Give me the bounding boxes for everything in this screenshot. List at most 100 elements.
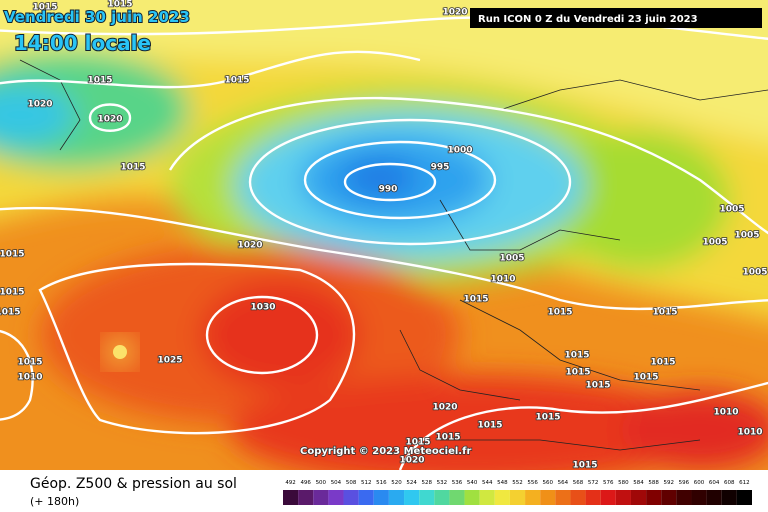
isobar-label: 1000 bbox=[447, 146, 472, 156]
scale-swatch bbox=[525, 490, 541, 505]
isobar-label: 1010 bbox=[713, 408, 738, 418]
run-box bbox=[470, 8, 762, 28]
scale-label: 612 bbox=[739, 480, 750, 486]
isobar-label: 1015 bbox=[435, 433, 460, 443]
isobar-label: 1020 bbox=[442, 8, 467, 18]
forecast-date: Vendredi 30 juin 2023 bbox=[4, 8, 190, 26]
scale-swatch bbox=[494, 490, 510, 505]
isobar-label: 1015 bbox=[0, 250, 25, 260]
scale-swatch bbox=[373, 490, 389, 505]
isobar-label: 1015 bbox=[572, 461, 597, 471]
scale-label: 508 bbox=[346, 480, 357, 486]
scale-label: 604 bbox=[709, 480, 720, 486]
scale-swatch bbox=[585, 490, 601, 505]
scale-label: 584 bbox=[633, 480, 644, 486]
scale-swatch bbox=[736, 490, 752, 505]
scale-label: 580 bbox=[618, 480, 629, 486]
isobar-label: 1020 bbox=[97, 115, 122, 125]
isobar-label: 1025 bbox=[157, 356, 182, 366]
scale-label: 592 bbox=[664, 480, 675, 486]
scale-label: 496 bbox=[300, 480, 311, 486]
scale-swatch bbox=[615, 490, 631, 505]
isobar-label: 1015 bbox=[107, 0, 132, 10]
scale-label: 528 bbox=[421, 480, 432, 486]
scale-swatch bbox=[343, 490, 359, 505]
isobar-label: 1010 bbox=[490, 275, 515, 285]
scale-swatch bbox=[691, 490, 707, 505]
scale-label: 524 bbox=[406, 480, 417, 486]
scale-label: 516 bbox=[376, 480, 387, 486]
legend-title: Géop. Z500 & pression au sol bbox=[30, 476, 237, 492]
isobar-label: 1015 bbox=[120, 163, 145, 173]
isobar-label: 1005 bbox=[742, 268, 767, 278]
isobar-label: 1015 bbox=[87, 76, 112, 86]
scale-swatch bbox=[434, 490, 450, 505]
isobar-label: 1015 bbox=[32, 3, 57, 13]
scale-swatch bbox=[388, 490, 405, 505]
scale-label: 500 bbox=[316, 480, 327, 486]
isobar-label: 1005 bbox=[719, 205, 744, 215]
scale-swatch bbox=[404, 490, 420, 505]
scale-label: 572 bbox=[588, 480, 599, 486]
scale-swatch bbox=[661, 490, 677, 505]
scale-swatch bbox=[419, 490, 435, 505]
legend-subtitle: (+ 180h) bbox=[30, 495, 79, 508]
isobar-label: 1005 bbox=[499, 254, 524, 264]
scale-swatch bbox=[298, 490, 314, 505]
scale-label: 540 bbox=[467, 480, 478, 486]
isobar-label: 1015 bbox=[650, 358, 675, 368]
copyright: Copyright © 2023 Meteociel.fr bbox=[300, 446, 471, 457]
scale-label: 544 bbox=[482, 480, 493, 486]
isobar-label: 1020 bbox=[27, 100, 52, 110]
isobar-label: 1015 bbox=[463, 295, 488, 305]
scale-label: 576 bbox=[603, 480, 614, 486]
scale-swatch bbox=[721, 490, 737, 505]
scale-swatch bbox=[449, 490, 465, 505]
scale-label: 536 bbox=[452, 480, 463, 486]
isobar-label: 1020 bbox=[432, 403, 457, 413]
map-field bbox=[0, 0, 768, 470]
scale-swatch bbox=[283, 490, 299, 505]
scale-label: 600 bbox=[694, 480, 705, 486]
scale-swatch bbox=[706, 490, 722, 505]
isobar-label: 1020 bbox=[399, 456, 424, 466]
isobar-label: 1020 bbox=[237, 241, 262, 251]
scale-swatch bbox=[570, 490, 586, 505]
scale-label: 532 bbox=[437, 480, 448, 486]
isobar-label: 1015 bbox=[633, 373, 658, 383]
scale-label: 520 bbox=[391, 480, 402, 486]
isobar-label: 1015 bbox=[564, 351, 589, 361]
scale-label: 596 bbox=[679, 480, 690, 486]
isobar-label: 1010 bbox=[17, 373, 42, 383]
scale-label: 608 bbox=[724, 480, 735, 486]
scale-label: 548 bbox=[497, 480, 508, 486]
scale-label: 564 bbox=[558, 480, 569, 486]
isobar-label: 1015 bbox=[652, 308, 677, 318]
scale-swatch bbox=[464, 490, 480, 505]
run-info: Run ICON 0 Z du Vendredi 23 juin 2023 bbox=[478, 14, 698, 25]
isobar-label: 1015 bbox=[585, 381, 610, 391]
scale-swatch bbox=[555, 490, 571, 505]
scale-swatch bbox=[676, 490, 692, 505]
scale-swatch bbox=[600, 490, 616, 505]
scale-label: 568 bbox=[573, 480, 584, 486]
isobar-label: 1015 bbox=[535, 413, 560, 423]
forecast-time: 14:00 locale bbox=[14, 31, 151, 55]
scale-swatch bbox=[646, 490, 662, 505]
scale-label: 556 bbox=[527, 480, 538, 486]
isobar-label: 1015 bbox=[224, 76, 249, 86]
isobar-label: 1015 bbox=[477, 421, 502, 431]
scale-label: 512 bbox=[361, 480, 372, 486]
scale-swatch bbox=[328, 490, 344, 505]
scale-label: 504 bbox=[331, 480, 342, 486]
scale-swatch bbox=[630, 490, 647, 505]
isobar-label: 990 bbox=[379, 185, 398, 195]
scale-label: 588 bbox=[648, 480, 659, 486]
scale-label: 560 bbox=[543, 480, 554, 486]
scale-label: 552 bbox=[512, 480, 523, 486]
scale-swatch bbox=[358, 490, 374, 505]
isobar-label: 1005 bbox=[702, 238, 727, 248]
isobar-label: 995 bbox=[431, 163, 450, 173]
isobar-label: 1030 bbox=[250, 303, 275, 313]
